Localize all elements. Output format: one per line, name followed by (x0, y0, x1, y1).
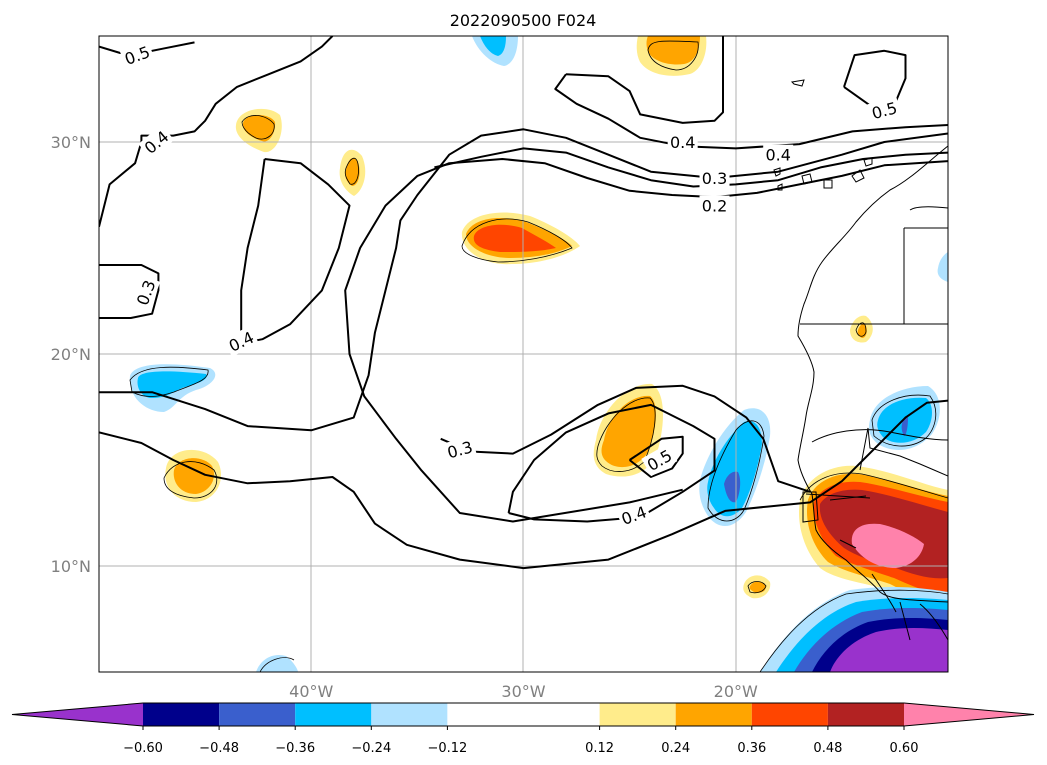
axis-tick-labels: 40°W 30°W 20°W 30°N 20°N 10°N (51, 133, 758, 701)
contour-lines (99, 36, 948, 570)
colorbar-tick-label: −0.24 (351, 741, 391, 756)
colorbar-segment (827, 703, 904, 726)
colorbar-segment (295, 703, 372, 726)
contour-line-0-3 (99, 264, 160, 319)
colorbar-segment (219, 703, 296, 726)
x-tick-label: 20°W (714, 682, 758, 701)
colorbar-tick-label: 0.12 (585, 741, 614, 756)
colorbar-tick-label: 0.36 (737, 741, 766, 756)
positive-anomaly-blob (339, 149, 366, 196)
colorbar-extend-min (12, 703, 143, 726)
colorbar-tick-label: −0.12 (427, 741, 467, 756)
colorbar-tick-labels: −0.60 −0.48 −0.36 −0.24 −0.12 0.12 0.24 0.36 0.4… (123, 726, 918, 756)
contour-line-0-4 (240, 158, 351, 345)
contour-label: 0.3 (702, 169, 727, 188)
x-tick-label: 40°W (289, 682, 333, 701)
contour-label-bg (699, 195, 730, 216)
negative-anomaly-blob (256, 654, 298, 672)
chart-title: 2022090500 F024 (450, 11, 597, 30)
coastline (773, 79, 948, 641)
colorbar-extend-max (904, 703, 1034, 726)
contour-label-bg (223, 325, 260, 357)
positive-anomaly-blob (593, 383, 663, 477)
negative-anomaly-blob (472, 36, 518, 66)
colorbar-tick-label: 0.24 (661, 741, 690, 756)
plot-area: 0.50.40.30.40.40.40.50.30.20.3 0.50.4 (98, 35, 949, 673)
colorbar-segment (447, 703, 600, 726)
contour-label-bg (131, 275, 161, 311)
plot-frame (98, 35, 949, 673)
y-tick-label: 30°N (51, 133, 91, 152)
anomaly-shading (129, 36, 948, 672)
negative-anomaly-blob (760, 586, 948, 672)
colorbar-tick-label: 0.48 (813, 741, 842, 756)
contour-line-0-3 (99, 399, 948, 570)
y-tick-label: 20°N (51, 345, 91, 364)
contour-line-0-4 (565, 36, 724, 124)
colorbar-segment (675, 703, 752, 726)
contour-line-0-4 (507, 403, 716, 523)
contour-label: 0.4 (765, 146, 790, 165)
contour-line-0-3 (434, 147, 948, 188)
colorbar (11, 702, 1035, 727)
contour-label-bg (867, 96, 902, 124)
colorbar-tick-label: −0.48 (199, 741, 239, 756)
contour-line-0-4 (99, 36, 334, 228)
positive-anomaly-blob (798, 465, 948, 620)
contour-label-bg (699, 168, 730, 189)
negative-anomaly-blob (937, 252, 948, 282)
colorbar-tick-label: −0.36 (275, 741, 315, 756)
colorbar-segment (751, 703, 828, 726)
contour-labels: 0.50.40.30.40.40.40.50.30.20.3 0.50.4 (119, 40, 902, 530)
x-tick-label: 30°W (501, 682, 545, 701)
contour-label: 0.2 (702, 197, 727, 216)
contour-line-0-2 (99, 128, 948, 432)
positive-anomaly-blob (461, 212, 580, 265)
colorbar-tick-label: −0.60 (123, 741, 163, 756)
contour-label-bg (442, 435, 477, 463)
colorbar-tick-label: 0.60 (890, 741, 919, 756)
contour-label-bg (138, 124, 175, 160)
contour-line-0-2 (344, 158, 948, 523)
positive-anomaly-blob (743, 575, 771, 599)
contour-label-bg (616, 500, 652, 530)
contour-label: 0.4 (670, 133, 695, 152)
contour-line-0-3 (440, 384, 811, 493)
colorbar-segment (599, 703, 676, 726)
contour-label-bg (667, 132, 698, 152)
negative-anomaly-blob (129, 364, 216, 412)
y-tick-label: 10°N (51, 557, 91, 576)
colorbar-segment (143, 703, 220, 726)
colorbar-segment (371, 703, 448, 726)
contour-label-bg (641, 443, 678, 477)
contour-label-bg (763, 144, 794, 165)
contour-line-0-5 (628, 435, 684, 478)
contour-label-bg (119, 40, 155, 70)
